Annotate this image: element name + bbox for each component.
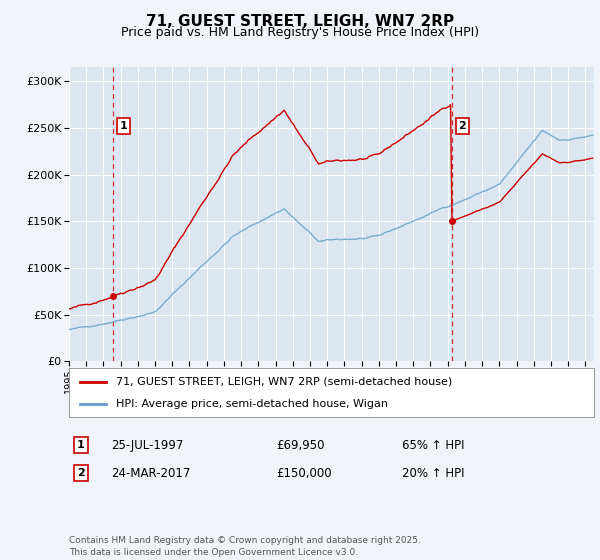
Text: HPI: Average price, semi-detached house, Wigan: HPI: Average price, semi-detached house,… (116, 399, 388, 409)
Text: 1: 1 (120, 121, 128, 131)
Text: £150,000: £150,000 (276, 466, 332, 480)
Text: 71, GUEST STREET, LEIGH, WN7 2RP: 71, GUEST STREET, LEIGH, WN7 2RP (146, 14, 454, 29)
Text: 71, GUEST STREET, LEIGH, WN7 2RP (semi-detached house): 71, GUEST STREET, LEIGH, WN7 2RP (semi-d… (116, 377, 452, 387)
Text: 2: 2 (458, 121, 466, 131)
Text: £69,950: £69,950 (276, 438, 325, 452)
Text: Contains HM Land Registry data © Crown copyright and database right 2025.
This d: Contains HM Land Registry data © Crown c… (69, 536, 421, 557)
Text: 1: 1 (77, 440, 85, 450)
Text: 25-JUL-1997: 25-JUL-1997 (111, 438, 184, 452)
Text: Price paid vs. HM Land Registry's House Price Index (HPI): Price paid vs. HM Land Registry's House … (121, 26, 479, 39)
Text: 24-MAR-2017: 24-MAR-2017 (111, 466, 190, 480)
Text: 2: 2 (77, 468, 85, 478)
Text: 65% ↑ HPI: 65% ↑ HPI (402, 438, 464, 452)
Text: 20% ↑ HPI: 20% ↑ HPI (402, 466, 464, 480)
